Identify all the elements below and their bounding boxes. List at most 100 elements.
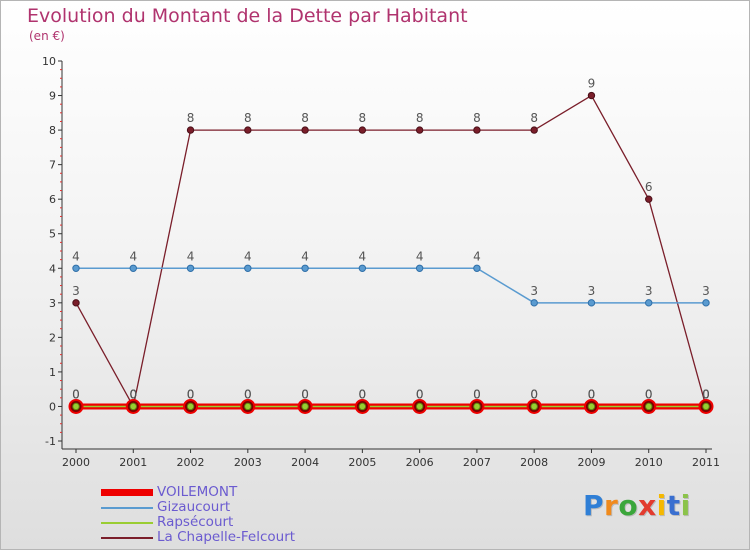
data-label: 3	[530, 284, 538, 298]
x-tick-label: 2008	[520, 456, 548, 469]
data-point	[587, 91, 596, 100]
legend: VOILEMONT Gizaucourt Rapsécourt La Chapelle…	[101, 485, 361, 545]
legend-item: VOILEMONT	[101, 485, 361, 500]
legend-item: Gizaucourt	[101, 500, 361, 515]
data-point	[473, 402, 481, 411]
data-label: 8	[301, 111, 309, 125]
data-point	[301, 126, 309, 134]
data-label: 0	[129, 387, 137, 401]
data-point	[186, 264, 195, 272]
y-tick-label: 5	[49, 228, 56, 241]
x-tick-label: 2001	[119, 456, 147, 469]
logo-letter: r	[604, 489, 619, 522]
legend-label: Rapsécourt	[157, 514, 234, 530]
data-label: 0	[530, 387, 538, 401]
data-label: 0	[244, 387, 252, 401]
legend-swatch	[101, 506, 153, 509]
data-label: 0	[72, 387, 80, 401]
data-point	[530, 402, 538, 411]
x-tick-label: 2004	[291, 456, 319, 469]
data-label: 0	[702, 387, 710, 401]
x-tick-label: 2002	[177, 456, 205, 469]
logo-letter: i	[656, 489, 667, 522]
data-point	[72, 264, 80, 272]
data-label: 0	[301, 387, 309, 401]
logo-letter: i	[680, 489, 691, 522]
data-point	[358, 402, 367, 411]
data-point	[415, 402, 424, 411]
series-line-gizaucourt	[76, 267, 706, 304]
data-point	[129, 402, 137, 411]
data-point	[415, 126, 424, 134]
data-point	[473, 264, 481, 272]
data-label: 0	[645, 387, 653, 401]
data-label: 0	[301, 387, 309, 401]
y-tick-label: 3	[49, 297, 56, 310]
data-label: 8	[473, 111, 481, 125]
data-label: 3	[645, 284, 653, 298]
data-label: 0	[473, 387, 481, 401]
data-point	[702, 299, 710, 307]
legend-label: La Chapelle-Felcourt	[157, 529, 296, 545]
data-point	[702, 402, 710, 411]
legend-label: VOILEMONT	[157, 484, 238, 500]
y-tick-label: 9	[49, 90, 56, 103]
data-label: 0	[187, 387, 195, 401]
data-label: 6	[645, 180, 653, 194]
data-label: 0	[129, 387, 137, 401]
data-label: 0	[702, 387, 710, 401]
data-label: 8	[359, 111, 367, 125]
data-label: 4	[416, 249, 424, 263]
x-tick-label: 2010	[635, 456, 663, 469]
data-point	[301, 402, 309, 411]
data-label: 0	[645, 387, 653, 401]
chart-subtitle: (en €)	[29, 29, 65, 43]
data-label: 4	[187, 249, 195, 263]
data-label: 4	[244, 249, 252, 263]
data-point	[358, 126, 367, 134]
data-label: 0	[530, 387, 538, 401]
data-label: 4	[473, 249, 481, 263]
series-line-la-chapelle-felcourt	[75, 94, 707, 408]
data-point	[129, 264, 137, 272]
data-point	[244, 126, 252, 134]
data-point	[244, 264, 252, 272]
data-label: 8	[416, 111, 424, 125]
y-tick-label: 1	[49, 366, 56, 379]
data-label: 9	[588, 77, 596, 91]
logo-letter: o	[618, 489, 639, 522]
data-point	[645, 195, 653, 203]
x-tick-label: 2005	[348, 456, 376, 469]
x-tick-label: 2007	[463, 456, 491, 469]
data-label: 4	[72, 249, 80, 263]
data-label: 3	[72, 284, 80, 298]
data-label: 0	[416, 387, 424, 401]
data-point	[186, 126, 195, 134]
data-label: 0	[129, 387, 137, 401]
x-tick-label: 2009	[577, 456, 605, 469]
data-label: 4	[129, 249, 137, 263]
y-tick-label: 10	[42, 55, 56, 68]
data-point	[473, 126, 481, 134]
data-point	[301, 264, 309, 272]
logo-letter: P	[583, 489, 605, 522]
data-label: 8	[530, 111, 538, 125]
data-label: 0	[244, 387, 252, 401]
data-point	[72, 299, 80, 307]
y-tick-label: 6	[49, 193, 56, 206]
chart-title: Evolution du Montant de la Dette par Hab…	[27, 5, 468, 27]
data-point	[530, 126, 538, 134]
data-label: 4	[359, 249, 367, 263]
legend-item: La Chapelle-Felcourt	[101, 530, 361, 545]
data-label: 0	[416, 387, 424, 401]
data-label: 4	[301, 249, 309, 263]
logo-letter: t	[666, 489, 681, 522]
legend-swatch	[101, 489, 153, 496]
data-label: 0	[702, 387, 710, 401]
data-point	[72, 402, 80, 411]
y-tick-label: 8	[49, 124, 56, 137]
y-tick-label: -1	[45, 435, 56, 448]
data-label: 8	[187, 111, 195, 125]
